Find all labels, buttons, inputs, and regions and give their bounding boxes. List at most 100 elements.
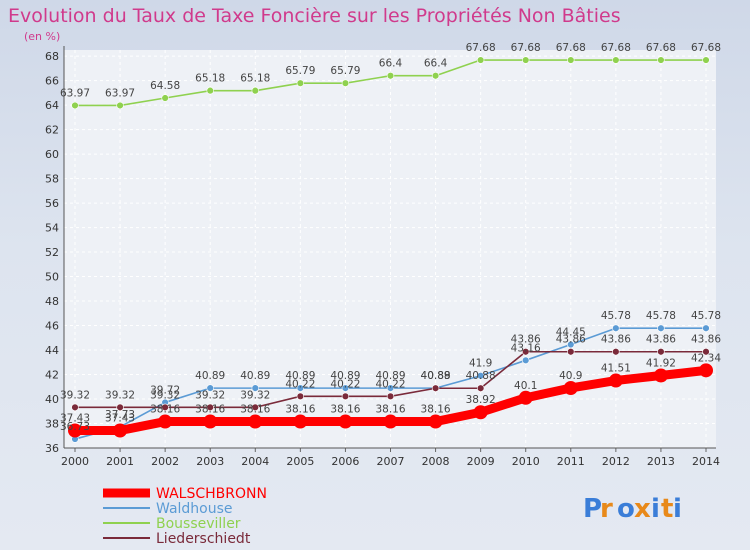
data-label-bousseviller: 65.18 (195, 73, 225, 85)
x-tick-label: 2002 (151, 455, 179, 468)
y-tick-label: 44 (45, 344, 59, 357)
x-tick-label: 2011 (557, 455, 585, 468)
data-point-bousseviller (386, 72, 395, 80)
data-point-walschbronn (158, 414, 173, 429)
data-point-liederschiedt (522, 348, 530, 356)
data-label-waldhouse: 40.89 (195, 370, 225, 382)
data-label-liederschiedt: 39.32 (240, 389, 270, 401)
y-tick-label: 56 (45, 197, 59, 210)
x-tick-label: 2001 (106, 455, 134, 468)
data-label-walschbronn: 38.16 (285, 404, 315, 416)
legend: WALSCHBRONNWaldhouseBoussevillerLiedersc… (103, 486, 267, 547)
data-point-walschbronn (608, 373, 623, 388)
data-point-bousseviller (251, 86, 259, 95)
data-label-walschbronn: 38.92 (466, 394, 496, 406)
data-point-bousseviller (341, 79, 350, 87)
logo-letter: r (600, 494, 613, 524)
chart-title: Evolution du Taux de Taxe Foncière sur l… (8, 5, 621, 27)
data-label-liederschiedt: 43.86 (511, 334, 541, 346)
data-point-liederschiedt (161, 403, 169, 412)
y-tick-label: 52 (45, 246, 59, 259)
data-label-walschbronn: 41.51 (601, 363, 631, 375)
x-tick-label: 2000 (61, 455, 89, 468)
logo-letter: i (673, 494, 682, 524)
data-label-waldhouse: 39.72 (150, 384, 180, 396)
data-label-waldhouse: 44.45 (556, 327, 586, 339)
data-point-walschbronn (563, 380, 578, 395)
x-tick-label: 2008 (422, 455, 450, 468)
series-layer (68, 56, 713, 443)
data-label-waldhouse: 40.89 (285, 370, 315, 382)
data-point-bousseviller (161, 94, 169, 102)
data-label-walschbronn: 38.16 (375, 404, 405, 416)
y-tick-label: 50 (45, 271, 59, 284)
data-point-liederschiedt (702, 348, 710, 356)
data-point-liederschiedt (296, 392, 305, 401)
data-label-bousseviller: 67.68 (646, 42, 676, 54)
data-point-walschbronn (428, 414, 443, 429)
axes: 36 38 40 42 44 46 48 50 52 54 56 58 60 62 64 66 68 2000 20… (45, 46, 720, 468)
data-label-waldhouse: 40.89 (330, 370, 360, 382)
data-point-waldhouse (386, 384, 395, 392)
data-label-walschbronn: 38.16 (421, 404, 451, 416)
data-point-liederschiedt (116, 403, 124, 412)
unit-label: (en %) (24, 30, 60, 43)
data-point-bousseviller (567, 56, 575, 64)
y-tick-label: 46 (45, 320, 59, 333)
logo-letter: P (583, 494, 602, 524)
data-label-liederschiedt: 40.88 (421, 370, 451, 382)
data-label-walschbronn: 38.16 (150, 404, 180, 416)
data-point-liederschiedt (476, 384, 485, 392)
data-point-waldhouse (476, 372, 485, 380)
data-point-bousseviller (476, 56, 485, 64)
data-label-liederschiedt: 43.86 (556, 334, 586, 346)
data-point-liederschiedt (251, 403, 259, 412)
y-tick-label: 38 (45, 418, 59, 431)
data-label-walschbronn: 38.16 (330, 404, 360, 416)
data-label-liederschiedt: 39.32 (195, 389, 225, 401)
data-point-liederschiedt (341, 392, 350, 401)
legend-label-bousseviller: Bousseviller (156, 516, 241, 532)
data-label-waldhouse: 40.89 (421, 370, 451, 382)
data-label-waldhouse: 36.73 (60, 421, 90, 433)
logo-letter: x (634, 494, 651, 524)
data-label-waldhouse: 37.73 (105, 409, 135, 421)
data-label-liederschiedt: 39.32 (105, 389, 135, 401)
legend-label-walschbronn: WALSCHBRONN (156, 486, 267, 502)
data-label-bousseviller: 66.4 (379, 58, 403, 70)
data-point-liederschiedt (567, 348, 575, 356)
data-label-liederschiedt: 40.22 (330, 378, 360, 390)
x-tick-label: 2013 (647, 455, 675, 468)
data-label-bousseviller: 67.68 (466, 42, 496, 54)
x-tick-label: 2006 (331, 455, 359, 468)
data-label-liederschiedt: 40.22 (285, 378, 315, 390)
data-point-bousseviller (431, 72, 440, 80)
data-point-bousseviller (657, 56, 665, 64)
data-label-walschbronn: 38.16 (195, 404, 225, 416)
y-tick-label: 62 (45, 124, 59, 137)
data-label-bousseviller: 67.68 (556, 42, 586, 54)
data-point-walschbronn (203, 414, 218, 429)
data-label-bousseviller: 63.97 (105, 87, 135, 99)
logo-letter: t (661, 494, 673, 524)
x-tick-label: 2005 (286, 455, 314, 468)
data-label-liederschiedt: 43.86 (691, 334, 721, 346)
data-point-walschbronn (248, 414, 263, 429)
y-tick-label: 60 (45, 148, 59, 161)
data-point-walschbronn (653, 368, 668, 383)
data-point-liederschiedt (657, 348, 665, 356)
data-label-bousseviller: 63.97 (60, 87, 90, 99)
x-tick-label: 2007 (377, 455, 405, 468)
data-label-walschbronn: 40.9 (559, 370, 582, 382)
data-label-waldhouse: 41.9 (469, 358, 492, 370)
data-label-liederschiedt: 43.86 (601, 334, 631, 346)
data-label-liederschiedt: 39.32 (150, 389, 180, 401)
data-label-walschbronn: 41.92 (646, 358, 676, 370)
data-label-waldhouse: 43.16 (511, 342, 541, 354)
x-tick-label: 2003 (196, 455, 224, 468)
x-tick-label: 2010 (512, 455, 540, 468)
logo-letter: i (651, 494, 660, 524)
x-tick-label: 2014 (692, 455, 720, 468)
data-point-bousseviller (612, 56, 620, 64)
